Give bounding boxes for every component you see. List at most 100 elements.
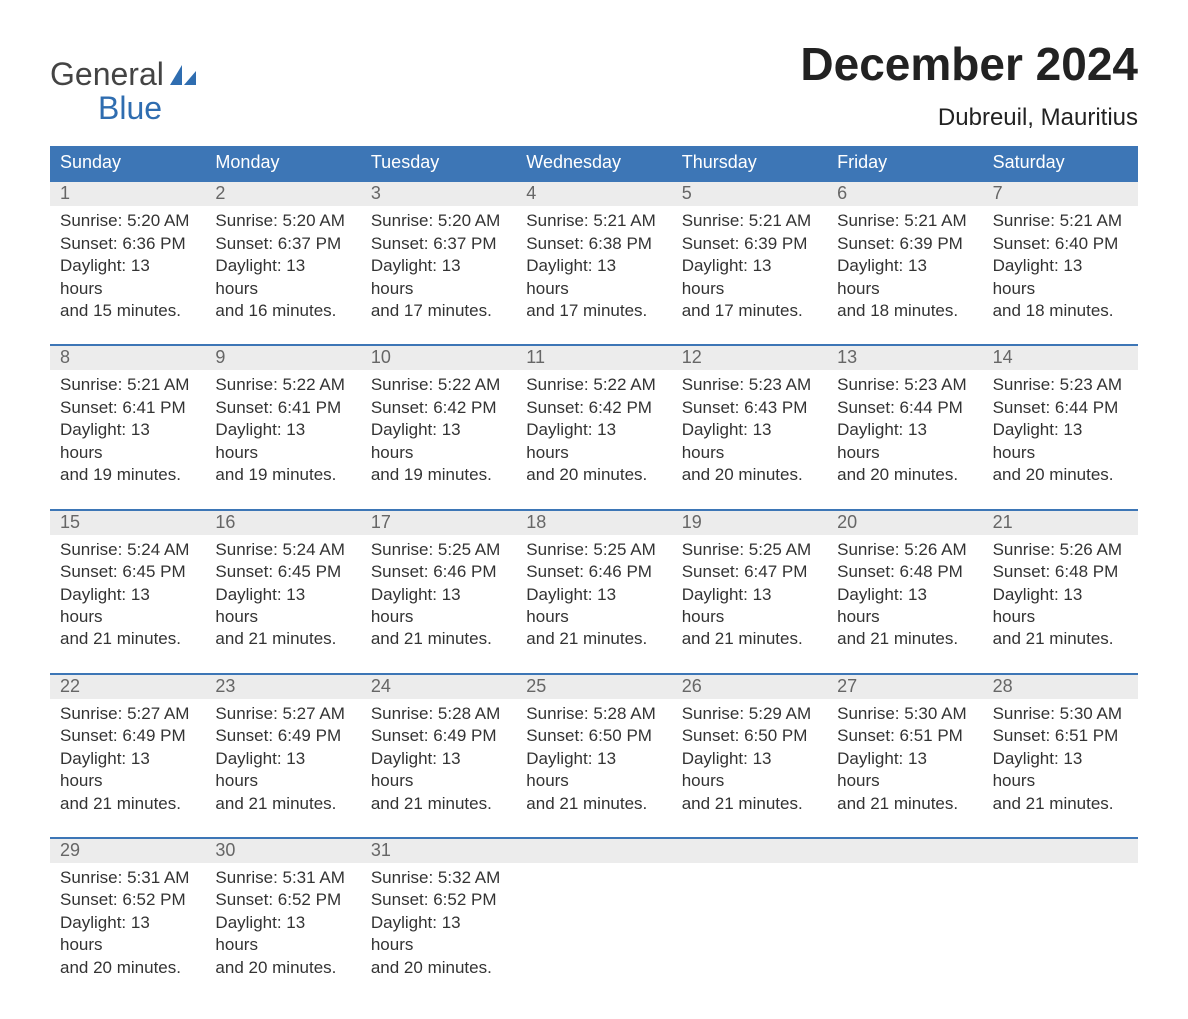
day-sunrise: Sunrise: 5:25 AM — [526, 539, 661, 561]
day-sunset: Sunset: 6:51 PM — [993, 725, 1128, 747]
day-sunrise: Sunrise: 5:22 AM — [215, 374, 350, 396]
day-d1: Daylight: 13 hours — [682, 748, 817, 793]
day-sunrise: Sunrise: 5:20 AM — [215, 210, 350, 232]
day-body — [516, 863, 671, 979]
day-d2: and 21 minutes. — [993, 628, 1128, 650]
day-body: Sunrise: 5:30 AMSunset: 6:51 PMDaylight:… — [827, 699, 982, 815]
day-d1: Daylight: 13 hours — [993, 255, 1128, 300]
day-d1: Daylight: 13 hours — [215, 748, 350, 793]
day-d1: Daylight: 13 hours — [60, 912, 195, 957]
week-block: 293031Sunrise: 5:31 AMSunset: 6:52 PMDay… — [50, 837, 1138, 979]
day-sunset: Sunset: 6:44 PM — [993, 397, 1128, 419]
day-sunset: Sunset: 6:38 PM — [526, 233, 661, 255]
day-sunrise: Sunrise: 5:25 AM — [371, 539, 506, 561]
day-number: 29 — [50, 839, 205, 863]
day-d2: and 21 minutes. — [215, 628, 350, 650]
day-sunset: Sunset: 6:41 PM — [60, 397, 195, 419]
calendar: SundayMondayTuesdayWednesdayThursdayFrid… — [50, 146, 1138, 979]
day-body-row: Sunrise: 5:24 AMSunset: 6:45 PMDaylight:… — [50, 535, 1138, 651]
day-d1: Daylight: 13 hours — [837, 419, 972, 464]
day-d1: Daylight: 13 hours — [371, 255, 506, 300]
day-sunrise: Sunrise: 5:25 AM — [682, 539, 817, 561]
day-d1: Daylight: 13 hours — [682, 419, 817, 464]
day-sunset: Sunset: 6:51 PM — [837, 725, 972, 747]
day-body: Sunrise: 5:32 AMSunset: 6:52 PMDaylight:… — [361, 863, 516, 979]
logo: General Blue — [50, 58, 196, 125]
day-d2: and 20 minutes. — [215, 957, 350, 979]
day-number: 28 — [983, 675, 1138, 699]
day-d2: and 21 minutes. — [837, 793, 972, 815]
day-body: Sunrise: 5:24 AMSunset: 6:45 PMDaylight:… — [205, 535, 360, 651]
day-sunrise: Sunrise: 5:26 AM — [837, 539, 972, 561]
day-d1: Daylight: 13 hours — [526, 748, 661, 793]
day-sunset: Sunset: 6:40 PM — [993, 233, 1128, 255]
day-number — [827, 839, 982, 863]
day-body: Sunrise: 5:26 AMSunset: 6:48 PMDaylight:… — [827, 535, 982, 651]
day-d2: and 21 minutes. — [837, 628, 972, 650]
day-d2: and 15 minutes. — [60, 300, 195, 322]
day-d2: and 19 minutes. — [215, 464, 350, 486]
day-body: Sunrise: 5:22 AMSunset: 6:42 PMDaylight:… — [361, 370, 516, 486]
day-sunset: Sunset: 6:43 PM — [682, 397, 817, 419]
day-body: Sunrise: 5:21 AMSunset: 6:41 PMDaylight:… — [50, 370, 205, 486]
day-number: 17 — [361, 511, 516, 535]
day-d1: Daylight: 13 hours — [60, 748, 195, 793]
day-body: Sunrise: 5:28 AMSunset: 6:49 PMDaylight:… — [361, 699, 516, 815]
day-d2: and 20 minutes. — [60, 957, 195, 979]
day-number: 4 — [516, 182, 671, 206]
day-body: Sunrise: 5:20 AMSunset: 6:36 PMDaylight:… — [50, 206, 205, 322]
day-d2: and 20 minutes. — [371, 957, 506, 979]
day-number-row: 891011121314 — [50, 346, 1138, 370]
day-d2: and 21 minutes. — [526, 793, 661, 815]
day-number: 14 — [983, 346, 1138, 370]
day-number: 23 — [205, 675, 360, 699]
location: Dubreuil, Mauritius — [800, 104, 1138, 132]
day-sunrise: Sunrise: 5:23 AM — [993, 374, 1128, 396]
day-sunrise: Sunrise: 5:20 AM — [371, 210, 506, 232]
day-sunrise: Sunrise: 5:28 AM — [526, 703, 661, 725]
day-number-row: 15161718192021 — [50, 511, 1138, 535]
day-sunset: Sunset: 6:48 PM — [993, 561, 1128, 583]
day-number: 5 — [672, 182, 827, 206]
day-number: 22 — [50, 675, 205, 699]
day-sunset: Sunset: 6:45 PM — [215, 561, 350, 583]
day-body: Sunrise: 5:25 AMSunset: 6:47 PMDaylight:… — [672, 535, 827, 651]
day-body: Sunrise: 5:23 AMSunset: 6:43 PMDaylight:… — [672, 370, 827, 486]
day-d1: Daylight: 13 hours — [60, 419, 195, 464]
day-d1: Daylight: 13 hours — [993, 419, 1128, 464]
day-sunset: Sunset: 6:41 PM — [215, 397, 350, 419]
day-body: Sunrise: 5:23 AMSunset: 6:44 PMDaylight:… — [827, 370, 982, 486]
week-block: 22232425262728Sunrise: 5:27 AMSunset: 6:… — [50, 673, 1138, 815]
day-body: Sunrise: 5:22 AMSunset: 6:41 PMDaylight:… — [205, 370, 360, 486]
day-number — [672, 839, 827, 863]
day-sunset: Sunset: 6:45 PM — [60, 561, 195, 583]
day-sunrise: Sunrise: 5:27 AM — [60, 703, 195, 725]
day-header: Friday — [827, 146, 982, 180]
day-d2: and 21 minutes. — [371, 793, 506, 815]
day-body: Sunrise: 5:26 AMSunset: 6:48 PMDaylight:… — [983, 535, 1138, 651]
day-sunset: Sunset: 6:49 PM — [60, 725, 195, 747]
day-number: 20 — [827, 511, 982, 535]
day-sunset: Sunset: 6:49 PM — [215, 725, 350, 747]
day-number: 8 — [50, 346, 205, 370]
day-body: Sunrise: 5:20 AMSunset: 6:37 PMDaylight:… — [361, 206, 516, 322]
day-sunset: Sunset: 6:52 PM — [60, 889, 195, 911]
day-body: Sunrise: 5:24 AMSunset: 6:45 PMDaylight:… — [50, 535, 205, 651]
day-body: Sunrise: 5:28 AMSunset: 6:50 PMDaylight:… — [516, 699, 671, 815]
day-body — [827, 863, 982, 979]
day-number: 15 — [50, 511, 205, 535]
day-sunrise: Sunrise: 5:23 AM — [837, 374, 972, 396]
day-number: 18 — [516, 511, 671, 535]
day-header: Monday — [205, 146, 360, 180]
day-sunrise: Sunrise: 5:20 AM — [60, 210, 195, 232]
day-body: Sunrise: 5:25 AMSunset: 6:46 PMDaylight:… — [361, 535, 516, 651]
day-header: Wednesday — [516, 146, 671, 180]
day-sunrise: Sunrise: 5:31 AM — [60, 867, 195, 889]
day-sunrise: Sunrise: 5:30 AM — [993, 703, 1128, 725]
day-header-row: SundayMondayTuesdayWednesdayThursdayFrid… — [50, 146, 1138, 180]
day-d2: and 21 minutes. — [371, 628, 506, 650]
day-sunset: Sunset: 6:39 PM — [837, 233, 972, 255]
day-sunrise: Sunrise: 5:21 AM — [993, 210, 1128, 232]
day-d1: Daylight: 13 hours — [371, 419, 506, 464]
day-body: Sunrise: 5:25 AMSunset: 6:46 PMDaylight:… — [516, 535, 671, 651]
